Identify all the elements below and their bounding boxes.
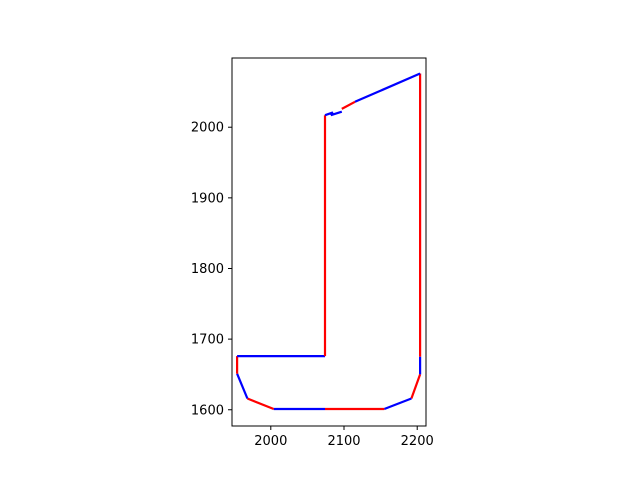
axis-ticks: 2000 2100 2200 1600 1700 1800 1900 2000 [191, 121, 434, 449]
x-tick-label: 2000 [254, 434, 287, 449]
line-segment-red [246, 397, 275, 411]
line-segment-red [410, 374, 422, 399]
y-tick-label: 1600 [191, 403, 224, 418]
y-tick-label: 1700 [191, 333, 224, 348]
line-segment-blue [236, 373, 249, 399]
y-tick-label: 1800 [191, 262, 224, 277]
axes-frame [231, 57, 427, 427]
x-tick-label: 2200 [401, 434, 434, 449]
x-tick-label: 2100 [327, 434, 360, 449]
line-segment-blue [330, 110, 343, 117]
y-tick-label: 1900 [191, 191, 224, 206]
plot-area [236, 72, 422, 411]
y-tick-label: 2000 [191, 121, 224, 136]
line-segment-red [341, 100, 356, 110]
line-segment-blue [383, 397, 412, 411]
line-segment-blue [354, 72, 421, 103]
